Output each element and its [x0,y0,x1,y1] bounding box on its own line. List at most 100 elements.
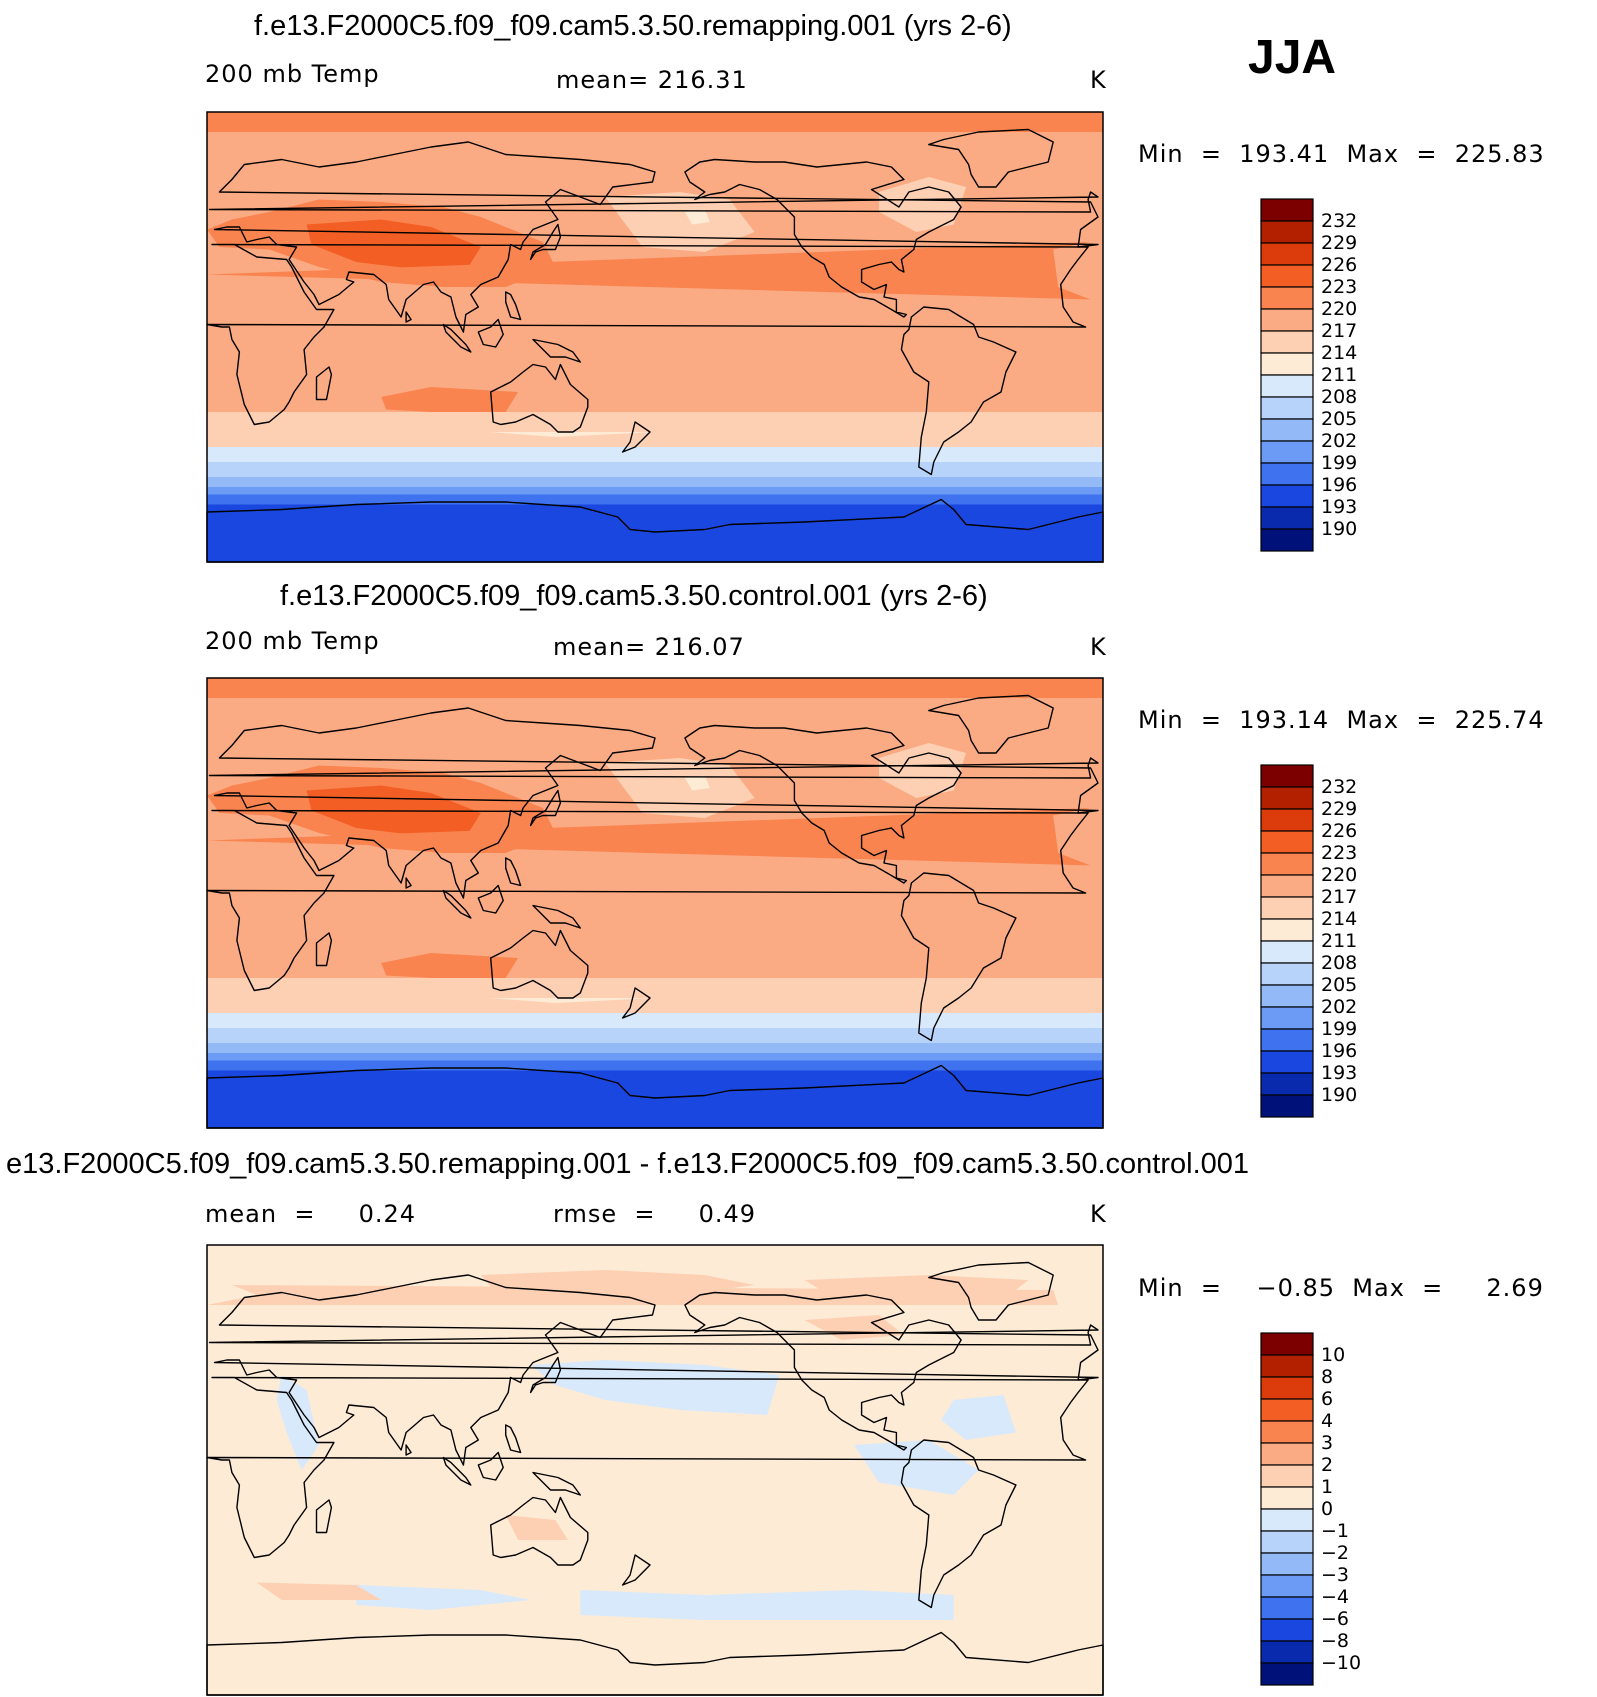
colorbar-box [1260,264,1314,288]
field-negative-patch [941,1395,1016,1440]
coastline [206,1376,1089,1559]
field-negative-patch [276,1375,319,1470]
panel-2-colorbar: 2322292262232202172142112082052021991961… [1260,764,1357,1118]
colorbar-box [1260,1442,1314,1466]
colorbar-tick-label: 190 [1321,518,1357,540]
colorbar-tick-label: −2 [1321,1542,1349,1564]
field-band [207,462,1103,477]
panel-1-unit: K [1090,66,1107,94]
field-negative-patch [356,1585,531,1610]
panel-3-unit: K [1090,1200,1107,1228]
panel-3-stats: Min = −0.85 Max = 2.69 [1138,1274,1544,1302]
coastline [505,291,522,321]
colorbar-box [1260,962,1314,986]
colorbar-tick-label: 205 [1321,408,1357,430]
panel-2-map [206,677,1104,1129]
colorbar-box [1260,396,1314,420]
colorbar-box [1260,1640,1314,1664]
coastline [505,1424,522,1454]
coastline [621,1554,651,1586]
colorbar-tick-label: −10 [1321,1652,1361,1674]
map-frame [206,1244,1104,1696]
coastline [477,1451,504,1481]
coastline [621,421,651,453]
coastline [405,1444,412,1456]
coastline [315,366,333,401]
colorbar-tick-label: 196 [1321,474,1357,496]
colorbar-box [1260,764,1314,788]
colorbar-tick-label: 4 [1321,1410,1333,1432]
coastline [928,694,1054,754]
coastline [213,1274,1099,1466]
colorbar-box [1260,462,1314,486]
colorbar-box [1260,1618,1314,1642]
panel-2-stats: Min = 193.14 Max = 225.74 [1138,706,1545,734]
colorbar-tick-label: 223 [1321,276,1357,298]
colorbar-box [1260,1574,1314,1598]
field-band-wave [207,417,1103,447]
coastline [928,128,1054,188]
coastline [206,243,1089,426]
colorbar-tick-label: 208 [1321,952,1357,974]
colorbar-tick-label: 3 [1321,1432,1333,1454]
colorbar-tick-label: 208 [1321,386,1357,408]
panel-1-title: f.e13.F2000C5.f09_f09.cam5.3.50.remappin… [254,10,1012,42]
colorbar-tick-label: −8 [1321,1630,1349,1652]
colorbar-box [1260,484,1314,508]
field-warm-atlantic [207,808,1091,866]
colorbar-tick-label: 211 [1321,364,1357,386]
panel-3-left-label: mean = 0.24 [205,1200,417,1228]
colorbar-box [1260,1050,1314,1074]
colorbar-tick-label: −6 [1321,1608,1349,1630]
colorbar-tick-label: 1 [1321,1476,1333,1498]
colorbar-box [1260,830,1314,854]
coastline [477,884,504,914]
colorbar-tick-label: 190 [1321,1084,1357,1106]
colorbar-tick-label: −4 [1321,1586,1349,1608]
coastline [532,1471,581,1496]
coastline [529,789,562,827]
colorbar-tick-label: 229 [1321,798,1357,820]
coastline [442,889,472,919]
field-cooler-pacific [684,209,710,225]
colorbar-tick-label: 226 [1321,254,1357,276]
colorbar-box [1260,242,1314,266]
coastline [490,1496,589,1566]
coastline [208,757,1099,779]
colorbar-box [1260,1596,1314,1620]
season-label: JJA [1248,31,1337,84]
colorbar-box [1260,1332,1314,1356]
colorbar-tick-label: 223 [1321,842,1357,864]
field-warm-south-indian [381,387,519,412]
field-warm-south-indian [381,953,519,978]
coastline [928,1261,1054,1321]
colorbar-tick-label: 226 [1321,820,1357,842]
colorbar-tick-label: 214 [1321,908,1357,930]
field-band [207,1043,1103,1053]
colorbar-box [1260,506,1314,530]
colorbar-tick-label: 217 [1321,886,1357,908]
colorbar-tick-label: 10 [1321,1344,1345,1366]
coastline [405,877,412,889]
field-band [207,519,1103,562]
field-band [207,1013,1103,1028]
field-band [207,1070,1103,1086]
colorbar-box [1260,1662,1314,1686]
colorbar-box [1260,1420,1314,1444]
colorbar-box [1260,1486,1314,1510]
panel-3-center-label: rmse = 0.49 [553,1200,757,1228]
colorbar-box [1260,918,1314,942]
field-band-north-warm [207,678,1103,698]
panel-2-center-label: mean= 216.07 [553,633,745,661]
field-warm-atlantic [207,242,1091,300]
panel-3-title: e13.F2000C5.f09_f09.cam5.3.50.remapping.… [6,1148,1250,1180]
coastline [405,311,412,323]
colorbar-box [1260,528,1314,552]
field-band [207,477,1103,487]
coastline [490,363,589,433]
colorbar-tick-label: 0 [1321,1498,1333,1520]
coastline [206,1064,1104,1129]
coastline [900,1439,1017,1609]
colorbar-box [1260,808,1314,832]
colorbar-tick-label: 202 [1321,996,1357,1018]
